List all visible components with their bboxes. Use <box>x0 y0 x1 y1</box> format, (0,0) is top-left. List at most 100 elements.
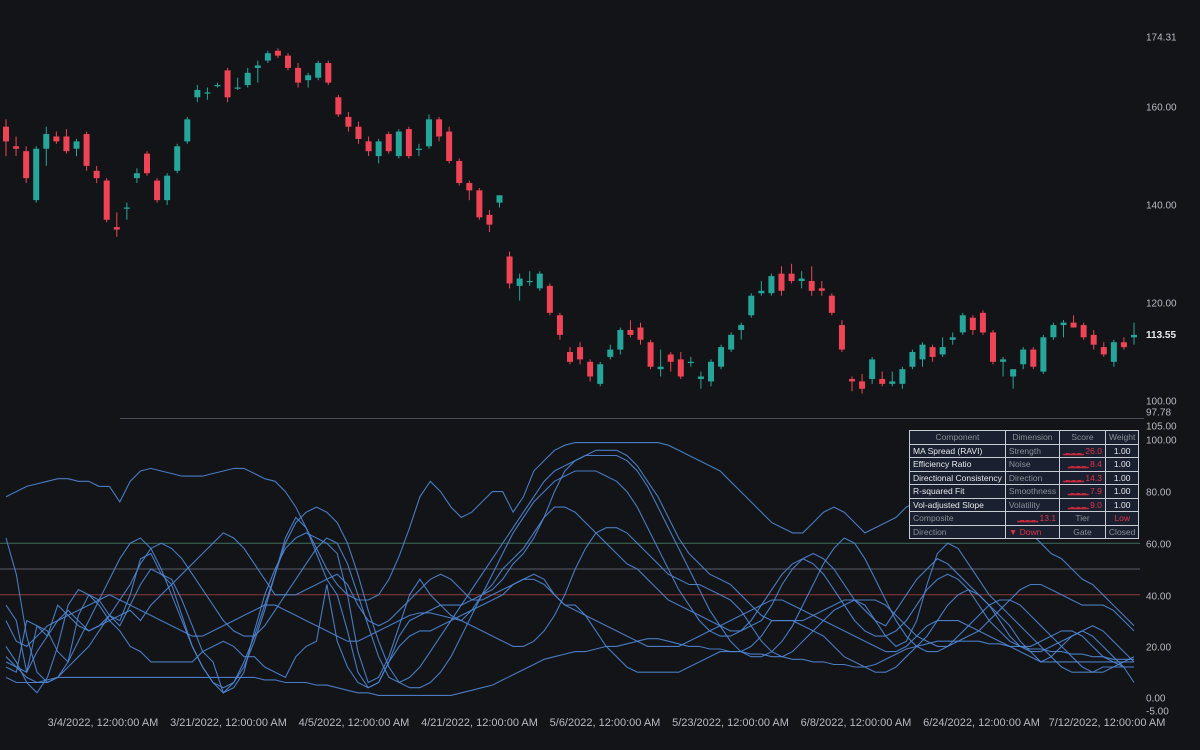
table-row: Directional Consistency Direction ▂▃▂▃▂▃… <box>909 470 1140 485</box>
gate-value: Closed <box>1104 524 1140 539</box>
candle-body <box>708 361 714 382</box>
candle-body <box>657 366 664 370</box>
candle-body <box>909 352 916 367</box>
candle-body <box>3 126 9 142</box>
composite-row: Composite ▂▃▂▃▂▃▂ 13.1 Tier Low <box>909 511 1140 526</box>
candle-body <box>214 85 221 87</box>
candle-body <box>526 280 533 283</box>
candle-body <box>1120 342 1127 348</box>
score-bar-icon: ▂▃▂▃▂▃▂ <box>1067 490 1089 497</box>
candle <box>254 60 261 83</box>
candle-body <box>264 53 271 61</box>
candle-body <box>687 361 694 364</box>
candle <box>73 138 80 157</box>
header-weight: Weight <box>1104 430 1140 445</box>
candle <box>899 366 906 389</box>
last-price-marker <box>1144 328 1176 341</box>
candle <box>174 143 181 174</box>
candle <box>415 143 422 157</box>
time-axis[interactable]: 3/4/2022, 12:00:00 AM 3/21/2022, 12:00:00… <box>48 717 1166 729</box>
candle <box>808 266 815 296</box>
candle <box>345 111 352 132</box>
price-pane[interactable] <box>3 48 1137 394</box>
candle-body <box>315 63 322 78</box>
candle-body <box>144 153 150 174</box>
score-value: 7.9 <box>1090 486 1102 497</box>
candle <box>798 271 805 289</box>
candle <box>476 187 483 220</box>
oscillator-tick-label: 80.00 <box>1146 488 1171 499</box>
candle-body <box>335 97 342 115</box>
candle-body <box>758 290 765 294</box>
oscillator-axis[interactable]: 105.00 100.00 80.00 60.00 40.00 20.00 0.00 -5.0… <box>1146 422 1177 718</box>
candle-body <box>1020 349 1027 365</box>
time-tick-label: 3/4/2022, 12:00:00 AM <box>48 717 159 729</box>
candle-body <box>244 72 251 86</box>
score-cell: ▂▃▂▃▂▃▂ 14.3 <box>1059 470 1106 485</box>
score-value: 9.0 <box>1090 499 1102 510</box>
candle-body <box>818 288 825 291</box>
candle <box>738 322 745 340</box>
candle-body <box>748 295 755 316</box>
candle-body <box>567 352 573 362</box>
candle <box>577 342 584 365</box>
dimension-name: Direction <box>1004 470 1061 485</box>
weight-value: 1.00 <box>1104 470 1140 485</box>
candle <box>164 173 171 206</box>
score-value: 8.4 <box>1090 459 1102 470</box>
tier-label: Tier <box>1059 511 1106 526</box>
candle-body <box>113 227 120 230</box>
candle-body <box>365 141 372 152</box>
oscillator-series-line <box>5 470 1134 689</box>
table-row: MA Spread (RAVI) Strength ▂▃▂▃▂▃▂ 26.0 1… <box>909 443 1140 458</box>
candle-body <box>1060 322 1067 326</box>
candle <box>133 168 140 184</box>
candle <box>355 121 362 144</box>
candle-body <box>1040 337 1047 372</box>
candle <box>637 322 644 345</box>
candle-body <box>415 148 422 150</box>
candle <box>1100 342 1107 357</box>
candle-body <box>476 190 483 218</box>
candle-body <box>869 359 876 379</box>
component-name: R-squared Fit <box>909 484 1006 499</box>
candle-body <box>53 136 60 142</box>
candle <box>1030 347 1037 370</box>
weight-value: 1.00 <box>1104 497 1140 512</box>
candle <box>1070 315 1077 328</box>
candle-body <box>274 50 281 56</box>
candle <box>516 273 523 301</box>
candle <box>828 293 835 316</box>
weight-value: 1.00 <box>1104 484 1140 499</box>
candle-body <box>788 273 795 281</box>
component-name: Vol-adjusted Slope <box>909 497 1006 512</box>
candle <box>1020 347 1027 370</box>
candle <box>274 48 281 59</box>
candle <box>103 178 110 223</box>
score-value: 26.0 <box>1085 445 1102 456</box>
candle-body <box>375 141 382 157</box>
candle <box>144 151 150 176</box>
candle <box>264 50 271 64</box>
candle <box>305 72 312 88</box>
candle-body <box>426 119 432 147</box>
candle <box>597 361 604 387</box>
candle-body <box>617 329 624 350</box>
score-bar-icon: ▂▃▂▃▂▃▂ <box>1067 463 1089 470</box>
candle-body <box>295 67 302 83</box>
header-dimension: Dimension <box>1004 430 1061 445</box>
candle-body <box>849 378 855 382</box>
candle-body <box>395 131 402 157</box>
score-cell: ▂▃▂▃▂▃▂ 8.4 <box>1059 457 1106 472</box>
candle-body <box>204 92 211 94</box>
table-header-row: Component Dimension Score Weight <box>909 430 1140 445</box>
candle-body <box>133 173 140 179</box>
candle-body <box>486 214 493 225</box>
time-tick-label: 6/24/2022, 12:00:00 AM <box>923 717 1040 729</box>
price-tick-label: 140.00 <box>1146 201 1177 212</box>
candle-body <box>1050 325 1057 338</box>
candle <box>315 60 322 81</box>
oscillator-tick-label: 40.00 <box>1146 592 1171 603</box>
